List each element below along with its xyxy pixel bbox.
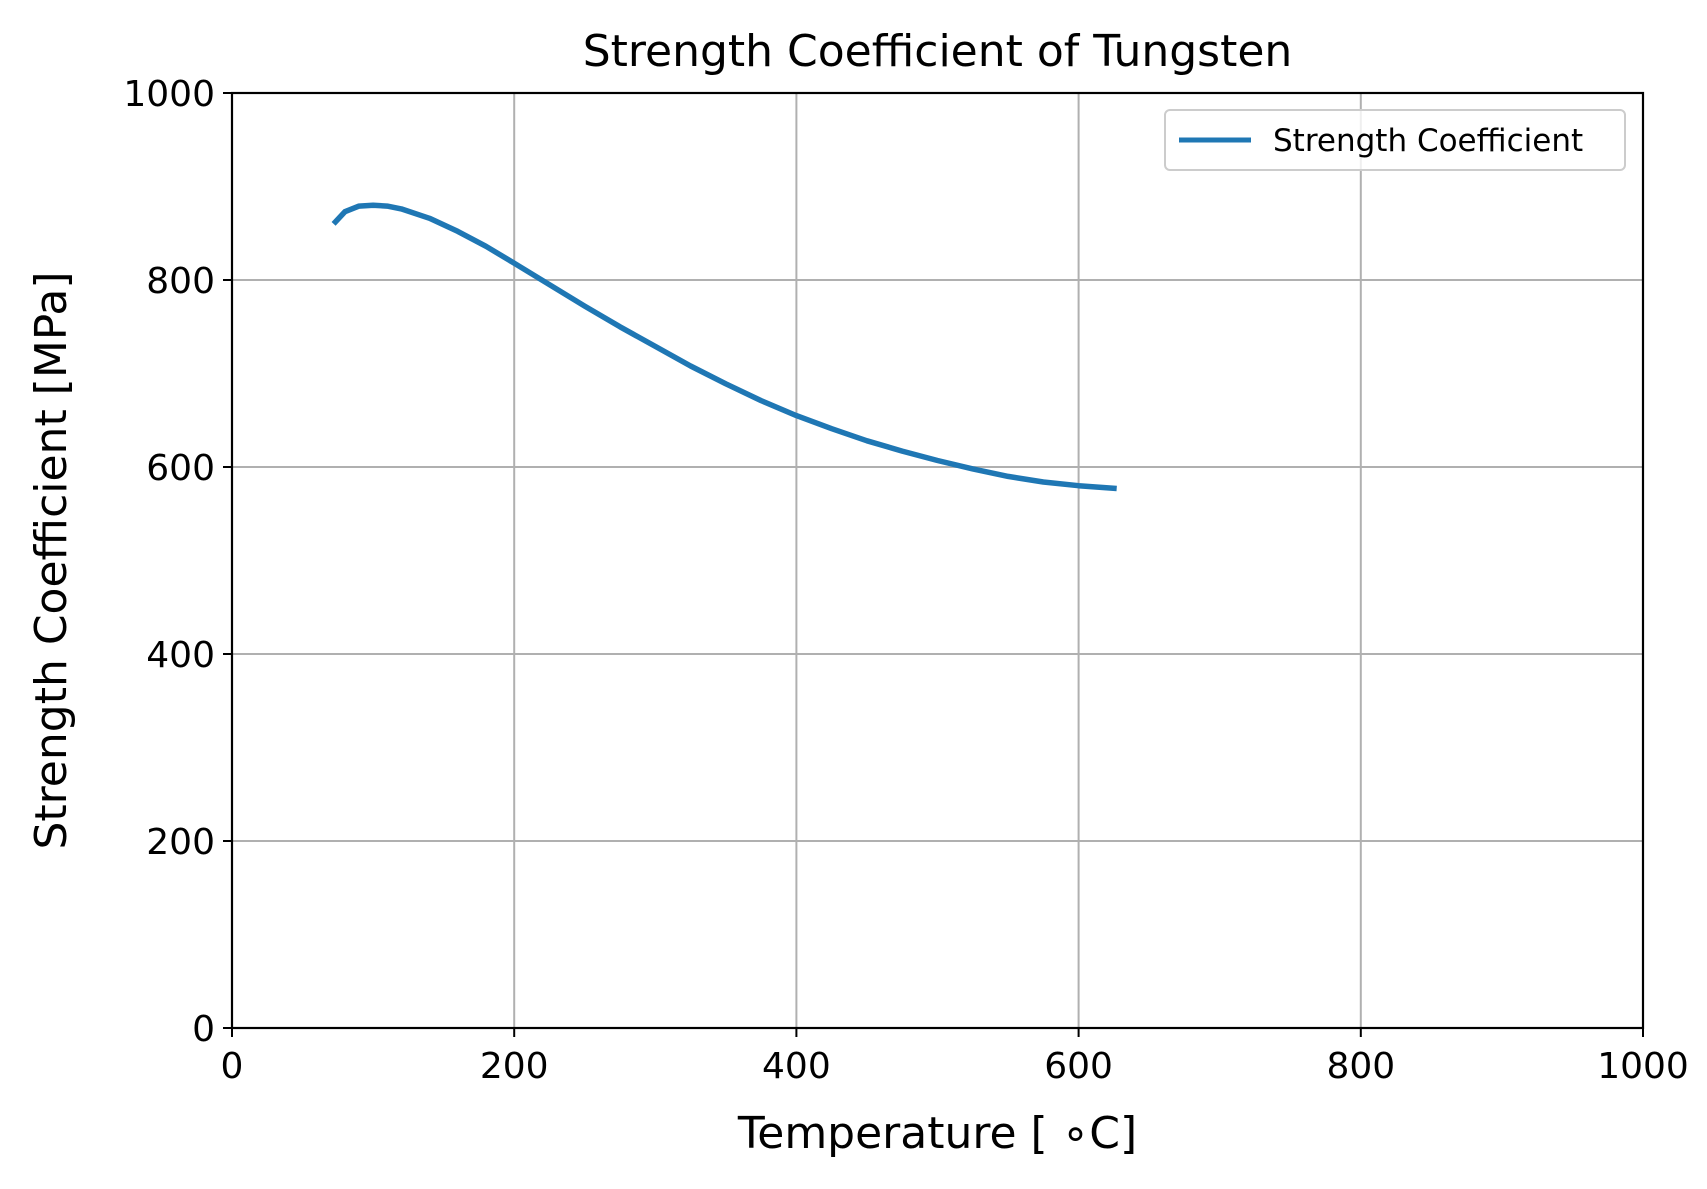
x-tick-label: 200 — [480, 1046, 549, 1087]
x-tick-label: 800 — [1326, 1046, 1395, 1087]
y-tick-label: 0 — [192, 1009, 215, 1050]
legend: Strength Coefficient — [1164, 109, 1626, 171]
y-axis-title: Strength Coefficient [MPa] — [26, 272, 77, 850]
legend-label: Strength Coefficient — [1273, 123, 1583, 159]
y-tick-label: 200 — [146, 822, 215, 863]
x-tick-label: 0 — [221, 1046, 244, 1087]
x-tick-label: 400 — [762, 1046, 831, 1087]
y-tick-label: 800 — [146, 261, 215, 302]
chart-title: Strength Coefficient of Tungsten — [583, 26, 1293, 77]
y-tick-label: 600 — [146, 448, 215, 489]
series-line-strength-coefficient — [331, 202, 1117, 492]
series-layer — [331, 202, 1117, 492]
y-tick-label: 400 — [146, 635, 215, 676]
grid — [232, 93, 1643, 1028]
x-axis-title: Temperature [ ∘C] — [737, 1108, 1137, 1159]
axis-ticks: 0 200 400 600 800 1000 0 200 400 600 800 1000 — [123, 74, 1688, 1087]
plot-frame — [230, 91, 1645, 1030]
x-tick-label: 600 — [1044, 1046, 1113, 1087]
legend-box — [1164, 109, 1626, 171]
y-tick-label: 1000 — [123, 74, 215, 115]
x-tick-label: 1000 — [1597, 1046, 1689, 1087]
